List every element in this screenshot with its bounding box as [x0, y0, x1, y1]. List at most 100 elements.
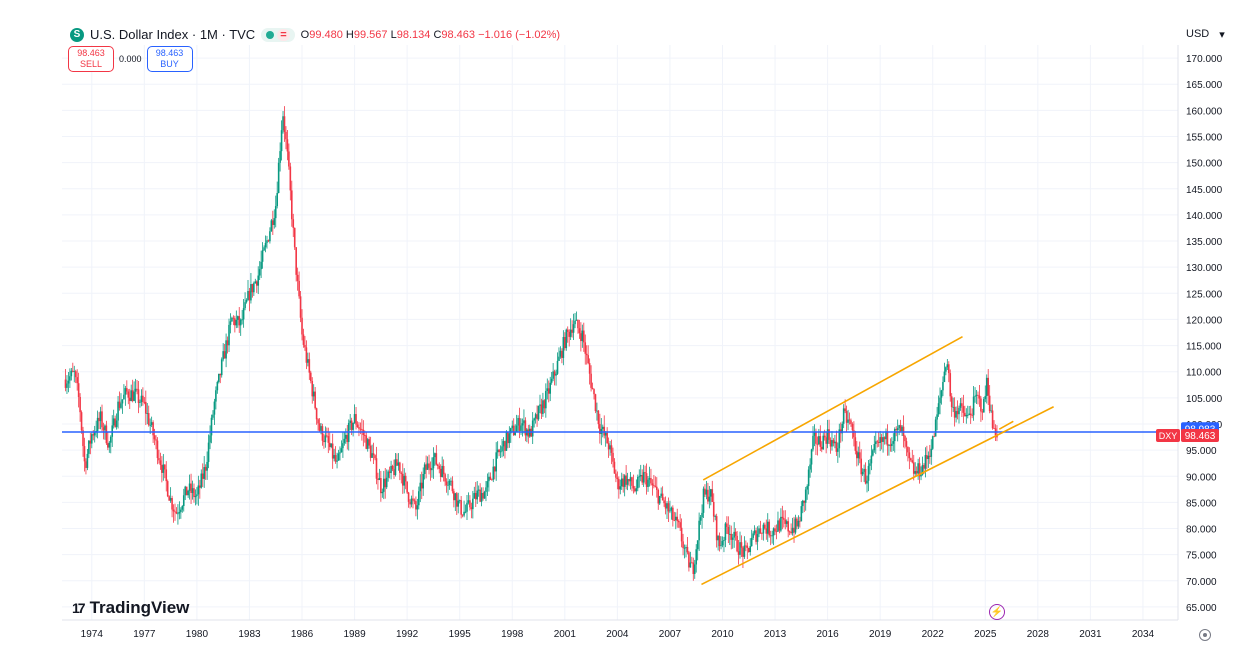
- candle-body: [290, 190, 293, 220]
- candle-body: [521, 423, 524, 426]
- candle-body: [972, 396, 975, 416]
- candle-body: [639, 475, 642, 477]
- candle-body: [853, 430, 855, 438]
- market-status[interactable]: =: [261, 27, 295, 42]
- candle-body: [708, 496, 711, 502]
- candle-body: [555, 373, 557, 376]
- candle-body: [470, 507, 473, 510]
- candle-body: [248, 291, 251, 301]
- candle-body: [286, 139, 289, 152]
- candle-body: [874, 441, 877, 445]
- candle-body: [276, 192, 278, 207]
- candle-body: [726, 523, 728, 528]
- lightning-event-icon[interactable]: ⚡: [989, 604, 1005, 620]
- candle-body: [629, 477, 632, 482]
- candle-body: [174, 511, 176, 513]
- candle-body: [676, 516, 679, 522]
- candle-body: [495, 452, 497, 472]
- candle-body: [553, 371, 556, 376]
- candle-body: [235, 319, 238, 326]
- currency-selector[interactable]: USD ▾: [1186, 28, 1225, 41]
- candle-body: [212, 414, 214, 418]
- candle-body: [499, 451, 502, 453]
- candle-body: [920, 474, 922, 477]
- candle-body: [654, 485, 657, 487]
- candle-body: [743, 545, 746, 557]
- candle-body: [657, 489, 660, 504]
- candle-body: [496, 449, 499, 453]
- candle-body: [416, 505, 419, 510]
- candle-body: [508, 433, 511, 444]
- candle-body: [327, 436, 330, 443]
- y-tick-label: 105.000: [1186, 394, 1223, 405]
- candle-body: [396, 459, 398, 466]
- candle-body: [83, 446, 86, 462]
- candle-body: [679, 522, 681, 528]
- settings-gear-icon[interactable]: [1199, 629, 1211, 641]
- candle-body: [577, 319, 579, 329]
- trade-buttons: 98.463 SELL 0.000 98.463 BUY: [68, 46, 193, 72]
- y-tick-label: 160.000: [1186, 106, 1223, 117]
- candle-body: [434, 453, 436, 458]
- candle-body: [556, 360, 559, 374]
- candle-body: [466, 502, 468, 512]
- candle-body: [950, 396, 953, 408]
- candle-body: [454, 493, 457, 501]
- candle-body: [672, 507, 674, 520]
- candle-body: [163, 464, 166, 470]
- y-tick-label: 85.000: [1186, 498, 1217, 509]
- candle-body: [908, 452, 911, 459]
- candle-body: [340, 448, 343, 453]
- candle-body: [961, 403, 963, 407]
- candle-body: [382, 478, 385, 492]
- candle-body: [755, 530, 757, 542]
- candle-body: [111, 425, 114, 437]
- candle-body: [193, 488, 195, 498]
- candle-body: [750, 537, 753, 547]
- candle-body: [613, 461, 616, 474]
- candle-body: [172, 509, 175, 512]
- candle-body: [363, 435, 366, 436]
- candle-body: [893, 429, 896, 442]
- candle-body: [320, 426, 322, 431]
- candle-body: [780, 516, 782, 531]
- candle-body: [489, 476, 492, 480]
- candle-body: [904, 436, 906, 442]
- candle-body: [153, 435, 156, 440]
- candle-body: [594, 394, 597, 412]
- tradingview-logo[interactable]: 17 TradingView: [72, 598, 189, 618]
- candle-body: [848, 419, 851, 421]
- candle-body: [150, 422, 153, 425]
- candle-body: [524, 420, 527, 436]
- candle-body: [269, 231, 271, 242]
- candle-body: [717, 535, 719, 541]
- candle-body: [674, 516, 677, 521]
- buy-button[interactable]: 98.463 BUY: [146, 46, 193, 72]
- candle-body: [199, 485, 201, 488]
- candle-body: [566, 329, 569, 332]
- candle-body: [587, 355, 589, 364]
- x-tick-label: 1986: [291, 629, 314, 640]
- candle-body: [447, 484, 449, 486]
- candle-body: [517, 418, 519, 426]
- candle-body: [996, 435, 998, 438]
- change-value: −1.016 (−1.02%): [478, 28, 561, 41]
- x-tick-label: 1977: [133, 629, 156, 640]
- candle-body: [837, 448, 839, 452]
- candle-body: [638, 476, 641, 478]
- candle-body: [958, 407, 960, 415]
- candle-body: [520, 425, 522, 431]
- candle-body: [949, 373, 952, 397]
- symbol-title[interactable]: U.S. Dollar Index · 1M · TVC: [90, 27, 256, 42]
- candle-body: [658, 496, 661, 504]
- symbol-logo-icon[interactable]: S: [70, 27, 84, 42]
- candle-body: [850, 420, 852, 424]
- candle-body: [126, 388, 128, 392]
- candle-body: [130, 390, 133, 401]
- y-tick-label: 65.000: [1186, 603, 1217, 614]
- candle-body: [450, 480, 452, 482]
- candle-body: [258, 269, 261, 276]
- sell-button[interactable]: 98.463 SELL: [68, 46, 114, 72]
- candle-body: [710, 489, 712, 497]
